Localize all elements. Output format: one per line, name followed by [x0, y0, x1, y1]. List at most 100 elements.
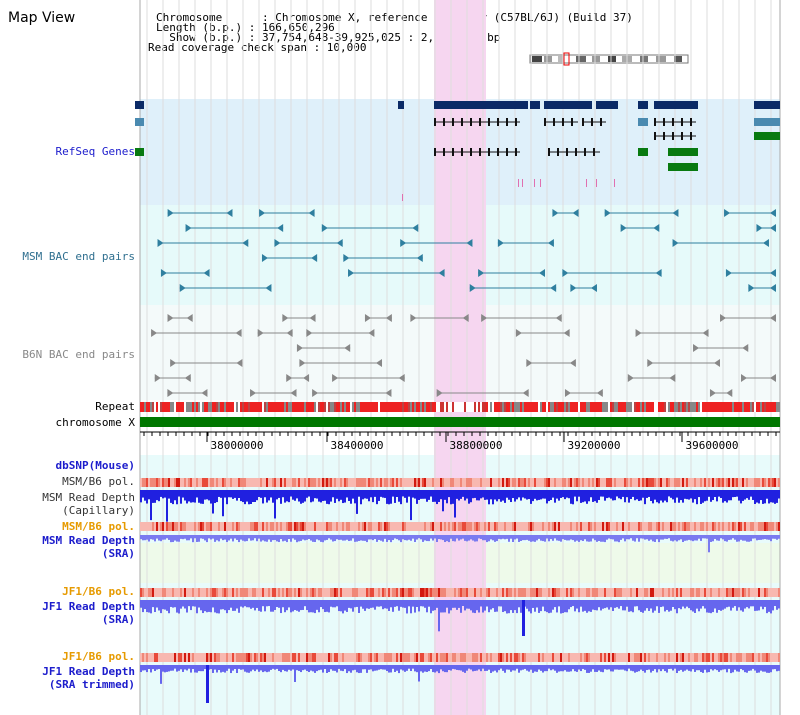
jf1-sra-depth-bar	[648, 600, 650, 611]
msm-sra-depth-bar	[698, 535, 700, 539]
track-label-msm-depth-sra[interactable]: MSM Read Depth	[42, 534, 135, 547]
msm-capillary-depth-bar	[642, 490, 644, 498]
msm-pol-cell	[642, 478, 644, 487]
msm-pol-cell	[450, 522, 452, 531]
msm-pol-cell	[378, 522, 380, 531]
genomic-axis: 38000000 38400000 38800000 39200000 39600000	[140, 431, 780, 452]
b6n-bac-pair-end	[170, 359, 177, 367]
msm-capillary-depth-bar	[214, 490, 216, 504]
msm-sra-depth-bar	[158, 535, 160, 541]
jf1-pol-cell	[334, 588, 336, 597]
repeat-block	[142, 402, 144, 412]
track-label-repeat[interactable]: Repeat	[95, 400, 135, 413]
track-label-dbsnp[interactable]: dbSNP(Mouse)	[55, 459, 135, 472]
track-label-chromosome[interactable]: chromosome X	[55, 416, 135, 429]
jf1-pol-cell	[228, 588, 230, 597]
track-label-msm-bac-end-pairs[interactable]: MSM BAC end pairs	[22, 250, 135, 263]
repeat-block	[422, 402, 424, 412]
jf1-pol-cell	[280, 653, 282, 662]
repeat-block	[690, 402, 692, 412]
jf1-pol-cell	[652, 653, 654, 662]
jf1-pol-cell	[450, 588, 452, 597]
jf1-pol-cell	[462, 653, 464, 662]
jf1-sra-depth-bar	[178, 600, 180, 614]
jf1-pol-cell	[656, 653, 658, 662]
msm-capillary-depth-bar	[192, 490, 194, 503]
jf1-sra-depth-bar	[560, 600, 562, 614]
jf1-trimmed-depth-bar	[520, 665, 522, 671]
jf1-pol-cell	[220, 653, 222, 662]
jf1-pol-cell	[424, 653, 426, 662]
msm-pol-cell	[770, 522, 772, 531]
msm-pol-cell	[566, 478, 568, 487]
jf1-pol-cell	[756, 653, 758, 662]
jf1-pol-cell	[514, 588, 516, 597]
jf1-pol-cell	[402, 653, 404, 662]
msm-pol-cell	[286, 522, 288, 531]
track-label-jf1-depth-sra[interactable]: JF1 Read Depth	[42, 600, 135, 613]
track-label-jf1-pol-1[interactable]: JF1/B6 pol.	[62, 585, 135, 598]
jf1-trimmed-depth-bar	[218, 665, 220, 671]
jf1-sra-depth-bar	[612, 600, 614, 611]
track-label-jf1-pol-2[interactable]: JF1/B6 pol.	[62, 650, 135, 663]
msm-capillary-depth-bar	[634, 490, 636, 501]
jf1-pol-cell	[226, 588, 228, 597]
jf1-sra-depth-bar	[428, 600, 430, 607]
jf1-pol-cell	[470, 653, 472, 662]
msm-pol-cell	[274, 478, 276, 487]
repeat-block	[170, 402, 172, 412]
b6n-bac-pair-end	[462, 314, 469, 322]
track-label-msm-pol-1[interactable]: MSM/B6 pol.	[62, 475, 135, 488]
refseq-gene-exon	[582, 118, 584, 126]
msm-pol-cell	[196, 522, 198, 531]
msm-capillary-depth-bar	[496, 490, 498, 502]
msm-pol-cell	[528, 478, 530, 487]
jf1-trimmed-depth-bar	[710, 665, 712, 670]
jf1-pol-cell	[612, 588, 614, 597]
jf1-sra-depth-bar	[354, 600, 356, 608]
repeat-block	[598, 402, 600, 412]
jf1-sra-depth-bar	[434, 600, 436, 611]
msm-sra-depth-bar	[774, 535, 776, 539]
msm-capillary-depth-bar	[624, 490, 626, 503]
track-label-jf1-depth-trimmed[interactable]: JF1 Read Depth	[42, 665, 135, 678]
msm-pol-cell	[776, 478, 778, 487]
refseq-gene	[544, 101, 592, 109]
jf1-pol-cell	[398, 653, 400, 662]
msm-sra-depth-bar	[540, 535, 542, 541]
track-label-msm-pol-2[interactable]: MSM/B6 pol.	[62, 520, 135, 533]
msm-capillary-depth-bar	[290, 490, 292, 497]
msm-pol-cell	[490, 522, 492, 531]
msm-pol-cell	[244, 522, 246, 531]
msm-pol-cell	[316, 522, 318, 531]
jf1-pol-cell	[438, 653, 440, 662]
msm-capillary-depth-bar	[278, 490, 280, 498]
msm-pol-cell	[578, 522, 580, 531]
msm-pol-cell	[346, 478, 348, 487]
msm-capillary-depth-bar	[564, 490, 566, 500]
jf1-pol-cell	[182, 588, 184, 597]
jf1-pol-cell	[770, 588, 772, 597]
jf1-trimmed-depth-bar	[422, 665, 424, 673]
jf1-trimmed-depth-bar	[358, 665, 360, 674]
jf1-pol-cell	[144, 588, 146, 597]
refseq-gene-exon	[557, 148, 559, 156]
jf1-pol-cell	[502, 588, 504, 597]
jf1-pol-cell	[184, 588, 186, 597]
msm-sra-depth-bar	[530, 535, 532, 542]
track-label-refseq-genes[interactable]: RefSeq Genes	[55, 145, 135, 158]
jf1-pol-cell	[150, 588, 152, 597]
msm-capillary-depth-bar	[546, 490, 548, 504]
msm-capillary-depth-bar	[198, 490, 200, 503]
repeat-block	[770, 402, 772, 412]
chromosome-ideogram[interactable]	[528, 52, 692, 66]
msm-pol-cell	[384, 478, 386, 487]
track-label-msm-depth-capillary[interactable]: MSM Read Depth	[42, 491, 135, 504]
msm-capillary-depth-bar	[548, 490, 550, 502]
msm-pol-cell	[356, 522, 358, 531]
jf1-sra-depth-bar	[554, 600, 556, 608]
track-label-b6n-bac-end-pairs[interactable]: B6N BAC end pairs	[22, 348, 135, 361]
msm-capillary-depth-bar	[534, 490, 536, 499]
jf1-sra-depth-bar	[778, 600, 780, 609]
